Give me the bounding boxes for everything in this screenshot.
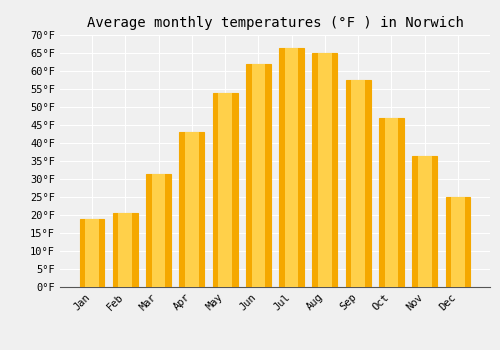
Bar (318, 53, 332, 287)
Bar (252, 64, 265, 287)
Title: Average monthly temperatures (°F ) in Norwich: Average monthly temperatures (°F ) in No… (86, 16, 464, 30)
Bar (185, 132, 198, 287)
Bar (152, 174, 166, 287)
Bar (346, 80, 370, 287)
Bar (218, 93, 232, 287)
Bar (118, 213, 132, 287)
Bar (412, 156, 437, 287)
Bar (279, 48, 304, 287)
Bar (285, 48, 298, 287)
Bar (352, 80, 365, 287)
Bar (113, 213, 138, 287)
Bar (379, 118, 404, 287)
Bar (246, 64, 271, 287)
Bar (180, 132, 204, 287)
Bar (451, 197, 465, 287)
Bar (418, 156, 432, 287)
Bar (384, 118, 398, 287)
Bar (80, 219, 104, 287)
Bar (85, 219, 99, 287)
Bar (312, 53, 338, 287)
Bar (446, 197, 470, 287)
Bar (212, 93, 238, 287)
Bar (146, 174, 171, 287)
